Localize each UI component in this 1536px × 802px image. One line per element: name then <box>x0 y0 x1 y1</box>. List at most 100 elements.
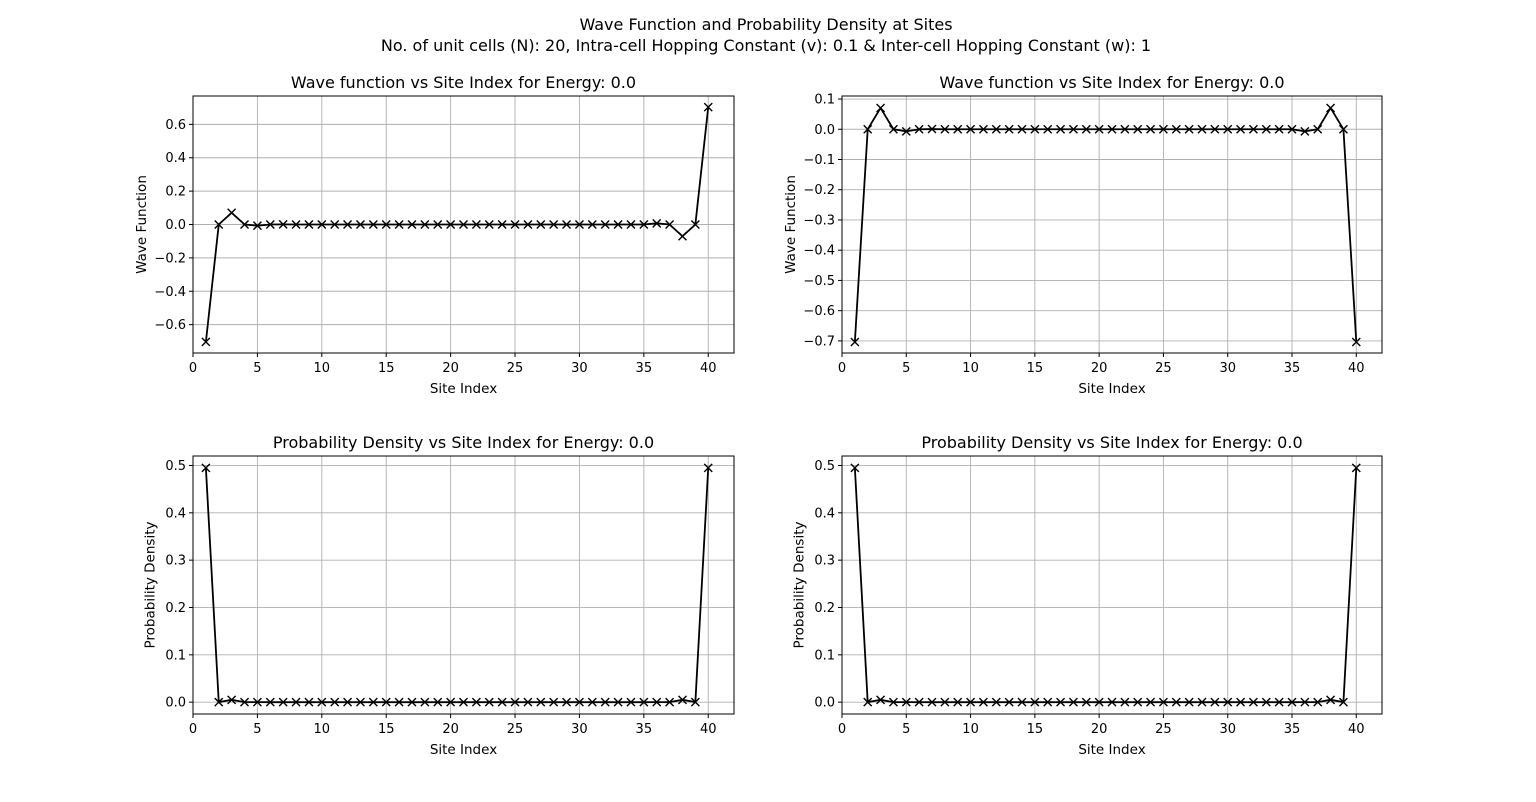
data-point-marker <box>265 697 275 707</box>
data-point-marker <box>355 697 365 707</box>
y-tick-label: −0.5 <box>803 274 835 289</box>
data-point-marker <box>278 697 288 707</box>
data-point-marker <box>1338 124 1348 134</box>
x-axis-label: Site Index <box>1078 742 1145 758</box>
data-point-marker <box>291 220 301 229</box>
data-point-marker <box>652 218 662 228</box>
data-point-marker <box>523 697 533 707</box>
data-point-marker <box>394 697 404 707</box>
data-point-marker <box>1094 697 1104 707</box>
x-tick-label: 5 <box>902 722 910 737</box>
data-point-marker <box>1133 124 1143 134</box>
y-tick-label: −0.6 <box>803 304 835 319</box>
y-axis-label: Probability Density <box>142 522 158 649</box>
x-tick-label: 35 <box>636 361 653 376</box>
y-tick-label: 0.3 <box>165 554 186 569</box>
y-tick-label: 0.4 <box>814 506 835 521</box>
data-point-marker <box>703 463 713 473</box>
data-point-marker <box>1274 697 1284 707</box>
data-point-marker <box>665 220 675 229</box>
data-point-marker <box>991 697 1001 707</box>
x-tick-label: 35 <box>1284 722 1301 737</box>
data-point-marker <box>1004 697 1014 707</box>
y-tick-label: 0.1 <box>165 648 186 663</box>
data-point-marker <box>1210 697 1220 707</box>
data-point-marker <box>690 697 700 707</box>
subplot-title: Probability Density vs Site Index for En… <box>921 433 1302 452</box>
data-point-marker <box>1338 697 1348 707</box>
x-tick-label: 40 <box>700 361 717 376</box>
data-point-marker <box>1236 697 1246 707</box>
data-point-marker <box>343 220 353 229</box>
y-tick-label: −0.1 <box>803 153 835 168</box>
subplots-container: 0 5 10 15 20 25 30 35 40 −0.6 −0.4 −0.2 0.0 0.2 0.4 0.6… <box>134 73 1383 758</box>
data-point-marker <box>626 697 636 707</box>
y-tick-label: −0.6 <box>154 318 186 333</box>
data-point-marker <box>1223 124 1233 134</box>
x-tick-label: 15 <box>1027 722 1044 737</box>
data-point-marker <box>459 697 468 707</box>
data-point-marker <box>240 220 250 229</box>
x-tick-label: 5 <box>902 361 910 376</box>
data-point-marker <box>940 697 950 707</box>
x-tick-label: 30 <box>1219 361 1236 376</box>
y-tick-label: 0.2 <box>165 185 186 200</box>
data-point-marker <box>1120 697 1130 707</box>
x-tick-label: 15 <box>378 361 395 376</box>
data-point-marker <box>876 695 886 705</box>
data-point-marker <box>1248 124 1258 134</box>
x-axis-label: Site Index <box>1078 381 1145 397</box>
data-point-marker <box>536 220 546 229</box>
figure-title-line1: Wave Function and Probability Density at… <box>579 15 952 34</box>
data-point-marker <box>652 697 662 707</box>
y-tick-label: 0.3 <box>814 554 835 569</box>
data-point-marker <box>876 103 886 113</box>
series-line <box>853 467 1358 704</box>
y-tick-label: −0.2 <box>803 183 835 198</box>
data-point-marker <box>214 697 224 707</box>
data-point-marker <box>1133 697 1143 707</box>
x-tick-label: 20 <box>1091 722 1108 737</box>
y-tick-label: −0.4 <box>803 244 835 259</box>
data-point-marker <box>1287 697 1297 707</box>
data-point-marker <box>1351 463 1361 473</box>
data-point-marker <box>407 697 417 707</box>
x-tick-label: 25 <box>1155 722 1172 737</box>
y-tick-label: −0.7 <box>803 334 835 349</box>
y-tick-label: −0.4 <box>154 285 186 300</box>
x-tick-label: 20 <box>1091 361 1108 376</box>
x-tick-label: 0 <box>838 722 846 737</box>
data-point-marker <box>201 337 211 347</box>
subplot-4: 0 5 10 15 20 25 30 35 40 0.0 0.1 0.2 0.3 0.4 0.5 Probab… <box>791 433 1383 758</box>
data-point-marker <box>1146 697 1156 707</box>
data-point-marker <box>1184 124 1194 134</box>
data-point-marker <box>1158 124 1168 134</box>
subplot-3: 0 5 10 15 20 25 30 35 40 0.0 0.1 0.2 0.3 0.4 0.5 Probab… <box>142 433 735 758</box>
data-point-marker <box>420 697 430 707</box>
data-point-marker <box>304 697 314 707</box>
x-tick-label: 30 <box>571 361 588 376</box>
data-point-marker <box>240 697 250 707</box>
axes-frame <box>841 455 1383 715</box>
data-point-marker <box>587 220 597 229</box>
data-point-marker <box>1287 124 1297 134</box>
data-point-marker <box>978 124 988 134</box>
data-point-marker <box>1043 697 1053 707</box>
data-point-marker <box>471 220 481 229</box>
x-tick-label: 10 <box>962 722 979 737</box>
x-tick-label: 0 <box>189 722 197 737</box>
data-point-marker <box>1313 124 1323 134</box>
axes-frame <box>841 95 1383 354</box>
data-point-marker <box>953 124 963 134</box>
data-point-marker <box>1056 697 1066 707</box>
data-point-marker <box>1210 124 1220 134</box>
data-point-marker <box>888 697 898 707</box>
data-point-marker <box>1171 697 1181 707</box>
x-tick-label: 40 <box>1348 722 1365 737</box>
x-axis-label: Site Index <box>430 381 497 397</box>
data-point-marker <box>690 220 700 229</box>
data-point-marker <box>523 220 533 229</box>
y-tick-label: −0.3 <box>803 213 835 228</box>
x-tick-label: 20 <box>442 361 459 376</box>
